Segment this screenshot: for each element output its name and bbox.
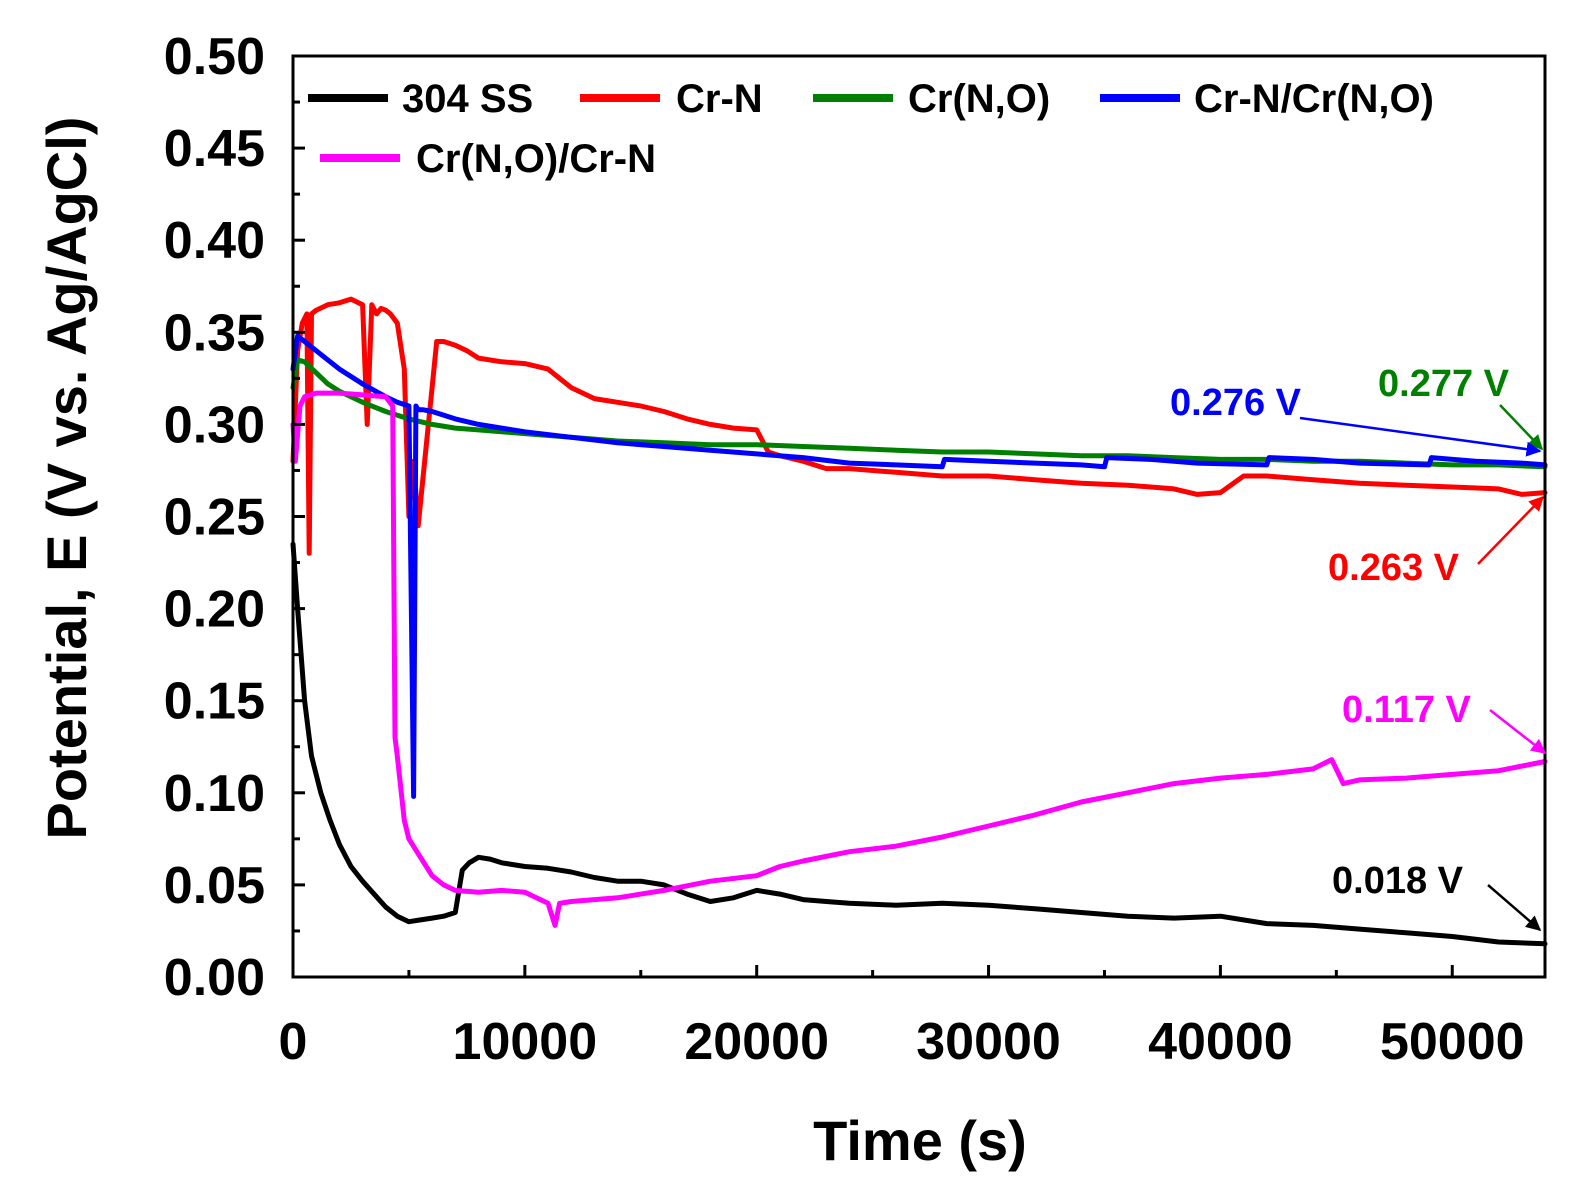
y-tick-label: 0.45 — [164, 120, 265, 178]
legend-label-cr-n-o: Cr(N,O) — [908, 77, 1050, 121]
series-line-cr-n-o-cr-n — [290, 390, 1548, 928]
legend-label-304-ss: 304 SS — [402, 77, 533, 121]
annotation-arrow-cr-n-o-cr-n — [1489, 709, 1547, 754]
plot-frame — [291, 54, 1547, 979]
x-tick-label: 10000 — [453, 1013, 598, 1071]
annotation-label-cr-n-o-cr-n: 0.117 V — [1342, 689, 1472, 731]
legend-label-cr-n-o-cr-n: Cr(N,O)/Cr-N — [416, 137, 656, 181]
x-tick-label: 40000 — [1148, 1013, 1293, 1071]
y-tick-label: 0.35 — [164, 304, 265, 362]
axis-ticks — [291, 54, 1454, 979]
y-tick-label: 0.00 — [164, 949, 265, 1007]
y-tick-label: 0.15 — [164, 673, 265, 731]
x-tick-label: 0 — [279, 1013, 308, 1071]
series-line-304-ss — [290, 541, 1548, 947]
y-tick-label: 0.25 — [164, 489, 265, 547]
annotation-arrow-cr-n-o — [1499, 404, 1544, 451]
annotation-label-304-ss: 0.018 V — [1332, 860, 1464, 902]
y-tick-label: 0.40 — [164, 212, 265, 270]
y-axis-title: Potential, E (V vs. Ag/AgCl) — [35, 117, 98, 840]
annotation-arrow-cr-n — [1477, 495, 1545, 565]
x-tick-label: 30000 — [916, 1013, 1061, 1071]
annotations: 0.277 V 0.276 V 0.263 V 0.117 V 0.018 V — [1170, 363, 1547, 931]
legend-label-cr-n-cr-n-o: Cr-N/Cr(N,O) — [1194, 77, 1434, 121]
annotation-label-cr-n-cr-n-o: 0.276 V — [1170, 382, 1302, 424]
legend: 304 SS Cr-N Cr(N,O) Cr-N/Cr(N,O) Cr(N,O)/Cr-… — [308, 77, 1434, 181]
y-tick-label: 0.20 — [164, 581, 265, 639]
x-axis-title: Time (s) — [813, 1109, 1027, 1172]
series-line-cr-n — [290, 296, 1548, 556]
annotation-label-cr-n-o: 0.277 V — [1378, 363, 1510, 405]
y-tick-label: 0.30 — [164, 396, 265, 454]
annotation-arrow-304-ss — [1487, 884, 1542, 931]
annotation-arrow-cr-n-cr-n-o — [1299, 416, 1542, 457]
y-tick-label: 0.05 — [164, 857, 265, 915]
axis-tick-labels: 0 10000 20000 30000 40000 50000 0.00 0.05 0.10 0.… — [164, 28, 1525, 1071]
x-tick-label: 50000 — [1380, 1013, 1525, 1071]
y-tick-label: 0.10 — [164, 765, 265, 823]
plot-series — [290, 296, 1548, 947]
series-line-cr-n-o — [290, 357, 1548, 470]
annotation-label-cr-n: 0.263 V — [1328, 547, 1460, 589]
legend-label-cr-n: Cr-N — [676, 77, 763, 121]
y-tick-label: 0.50 — [164, 28, 265, 86]
x-tick-label: 20000 — [684, 1013, 829, 1071]
